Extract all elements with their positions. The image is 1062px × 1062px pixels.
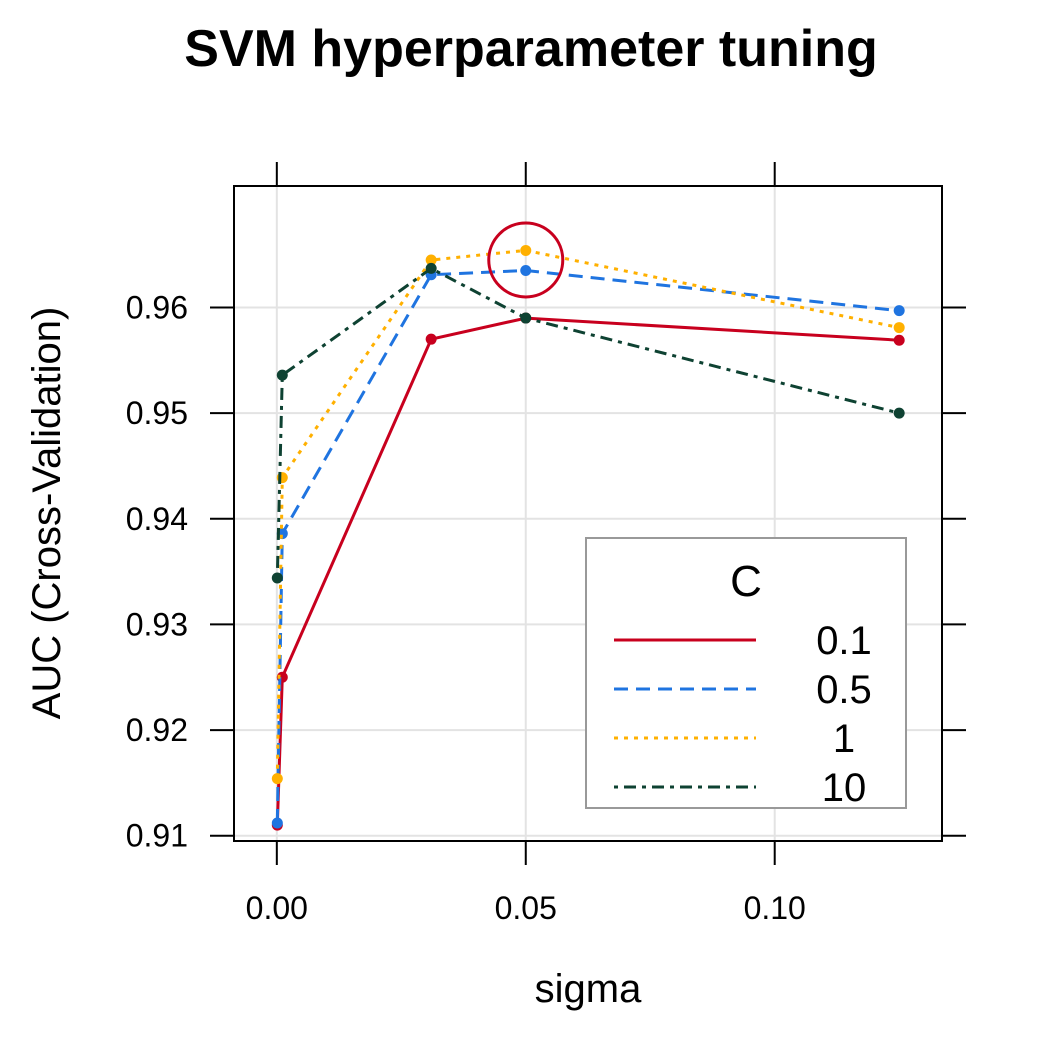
plot-frame xyxy=(233,185,943,842)
chart-title: SVM hyperparameter tuning xyxy=(184,20,877,78)
y-tick-label-0: 0.91 xyxy=(126,818,188,854)
legend-entries: 0.1 0.5 1 10 xyxy=(614,619,872,810)
y-tick-label-4: 0.95 xyxy=(126,395,188,431)
series-0-point-2 xyxy=(425,333,437,345)
series-1-point-4 xyxy=(893,305,905,317)
series-3-point-3 xyxy=(520,312,532,324)
series-2-point-3 xyxy=(520,244,532,256)
series-0-point-4 xyxy=(893,334,905,346)
series-2-point-0 xyxy=(271,773,283,785)
legend-title: C xyxy=(730,557,762,606)
axis-ticks: 0.00 0.05 0.10 0.91 0.92 0.93 0.94 0.95 0.96 xyxy=(126,162,966,926)
y-tick-label-2: 0.93 xyxy=(126,606,188,642)
series-3-point-1 xyxy=(276,369,288,381)
x-tick-label-1: 0.05 xyxy=(495,890,557,926)
highlight-circle xyxy=(487,221,565,299)
y-tick-label-1: 0.92 xyxy=(126,712,188,748)
x-axis-title: sigma xyxy=(535,967,642,1011)
series-3-point-2 xyxy=(425,262,437,274)
legend-label-2: 1 xyxy=(833,717,855,761)
highlight-ring xyxy=(487,221,565,299)
y-axis-title: AUC (Cross-Validation) xyxy=(25,307,69,720)
legend-label-1: 0.5 xyxy=(816,668,872,712)
x-tick-label-2: 0.10 xyxy=(744,890,806,926)
legend-box xyxy=(585,537,907,809)
series-3-point-4 xyxy=(893,407,905,419)
series-2-point-2 xyxy=(425,254,437,266)
series-1-point-3 xyxy=(520,265,532,277)
legend: C 0.1 0.5 1 10 xyxy=(585,537,907,810)
series-2-point-4 xyxy=(893,322,905,334)
legend-label-3: 10 xyxy=(822,766,867,810)
x-tick-label-0: 0.00 xyxy=(246,890,308,926)
legend-label-0: 0.1 xyxy=(816,619,872,663)
series-line-3 xyxy=(275,266,900,578)
series-3-point-0 xyxy=(271,572,283,584)
y-tick-label-5: 0.96 xyxy=(126,289,188,325)
y-tick-label-3: 0.94 xyxy=(126,501,188,537)
series-1-point-0 xyxy=(271,817,283,829)
series-lines xyxy=(271,244,905,831)
